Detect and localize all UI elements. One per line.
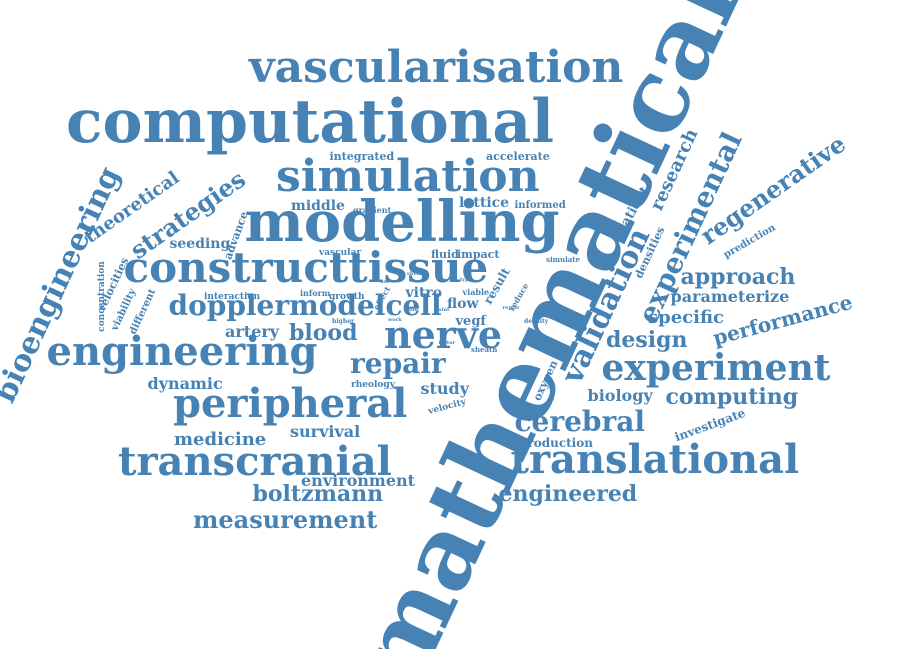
- word-flow: flow: [447, 296, 479, 312]
- word-integrated: integrated: [329, 149, 395, 163]
- word-lattice: lattice: [459, 195, 510, 211]
- word-production: production: [519, 436, 593, 450]
- word-interaction: interaction: [204, 291, 261, 302]
- word-environment: environment: [301, 471, 416, 490]
- word-blood: blood: [289, 320, 358, 346]
- word-shear: shear: [407, 270, 423, 277]
- word-biology: biology: [587, 386, 653, 405]
- word-design: design: [606, 327, 688, 353]
- word-repair-small: repair: [502, 304, 520, 311]
- word-study: study: [420, 379, 470, 398]
- word-peripheral: peripheral: [173, 380, 408, 427]
- word-joint: joint: [436, 306, 450, 313]
- word-vascular: vascular: [319, 247, 362, 258]
- word-impact: impact: [457, 247, 500, 261]
- word-survival: survival: [290, 422, 361, 441]
- word-vascularisation: vascularisation: [249, 42, 624, 93]
- word-use: use: [380, 278, 390, 285]
- word-fluid: fluid: [431, 247, 459, 261]
- word-density: density: [524, 318, 549, 325]
- word-specific: specific: [648, 307, 725, 328]
- word-informed: informed: [514, 200, 566, 211]
- word-middle: middle: [291, 198, 345, 214]
- word-vegf: vegf: [455, 313, 487, 329]
- word-viable: viable: [462, 287, 490, 297]
- word-work: work: [388, 316, 402, 323]
- word-translational: translational: [510, 436, 800, 483]
- word-engineered: engineered: [498, 481, 638, 507]
- word-sheath: sheath: [471, 344, 498, 354]
- word-gradient: gradient: [353, 205, 392, 215]
- word-engineering: engineering: [46, 328, 318, 375]
- word-inform: inform: [300, 288, 331, 298]
- word-artery: artery: [225, 322, 280, 341]
- word-modelling: modelling: [244, 189, 560, 255]
- word-measurement: measurement: [193, 505, 378, 534]
- word-dopplermodelcell: dopplermodelcell: [168, 289, 442, 322]
- word-boltzmann: boltzmann: [252, 481, 384, 507]
- word-concentration: concentration: [96, 260, 107, 332]
- word-rheology: rheology: [351, 379, 395, 390]
- word-medicine: medicine: [174, 429, 267, 450]
- word-vitro: vitro: [405, 285, 443, 301]
- word-simulate: simulate: [546, 254, 580, 264]
- word-cerebral: cerebral: [514, 405, 646, 438]
- word-computational: computational: [66, 87, 555, 157]
- word-nerve: nerve: [384, 312, 503, 357]
- word-higher: higher: [332, 318, 355, 325]
- word-experiment: experiment: [601, 347, 831, 389]
- word-factor: factor: [438, 339, 456, 346]
- word-type: type: [460, 276, 472, 283]
- word-growth: growth: [329, 291, 365, 302]
- word-dynamic: dynamic: [147, 374, 223, 393]
- word-seeding: seeding: [169, 236, 231, 252]
- word-repair: repair: [350, 347, 446, 380]
- word-approach: approach: [680, 264, 796, 290]
- word-fluid-small: fluid: [405, 306, 419, 313]
- word-computing: computing: [665, 384, 799, 410]
- word-transcranial: transcranial: [118, 438, 392, 485]
- word-constructtissue: constructtissue: [123, 243, 489, 292]
- word-simulation: simulation: [276, 151, 540, 202]
- word-accelerate: accelerate: [486, 149, 550, 163]
- word-parameterize: parameterize: [670, 287, 790, 306]
